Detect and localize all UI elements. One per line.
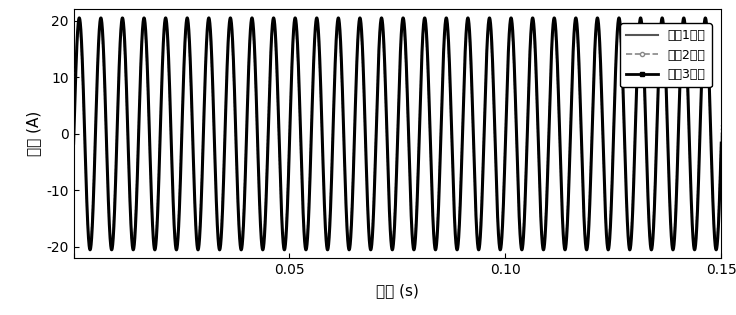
Y-axis label: 电流 (A): 电流 (A) [26, 111, 40, 157]
X-axis label: 时间 (s): 时间 (s) [376, 283, 419, 298]
Legend: 负载1电流, 负载2电流, 负载3电流: 负载1电流, 负载2电流, 负载3电流 [620, 23, 712, 87]
